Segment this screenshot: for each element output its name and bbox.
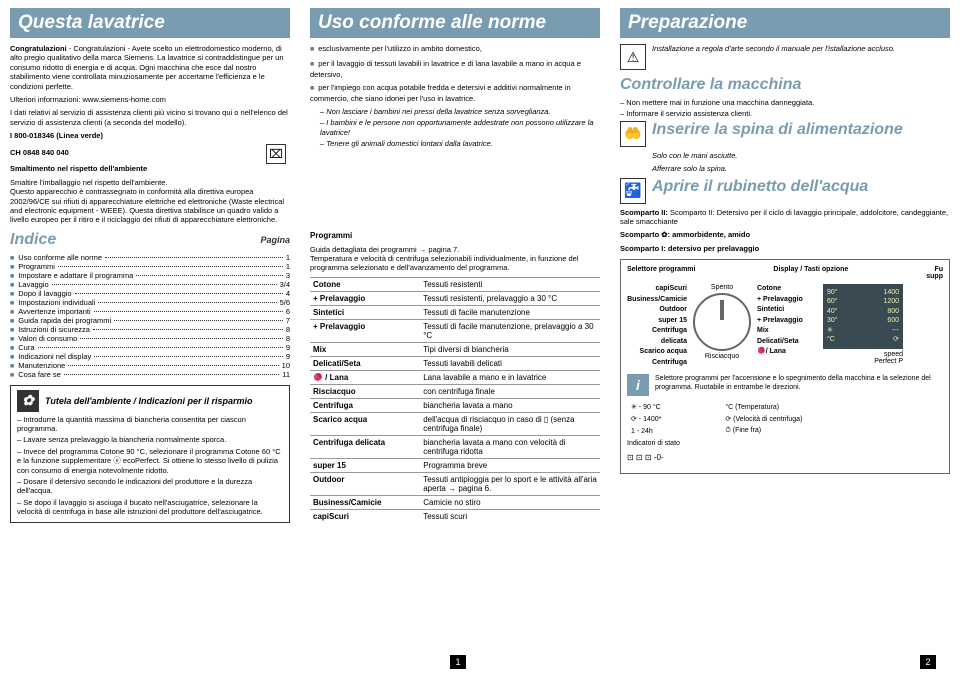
status-label: Indicatori di stato [627, 440, 943, 449]
fu-supp: Fu supp [926, 266, 943, 280]
program-dial[interactable] [693, 293, 751, 351]
eco-box: ✿ Tutela dell'ambiente / Indicazioni per… [10, 385, 290, 524]
toc-item: ■Uso conforme alle norme1 [10, 253, 290, 262]
comp-1: Scomparto I: detersivo per prelavaggio [620, 244, 950, 253]
toc-item: ■Cosa fare se11 [10, 370, 290, 379]
display-screen: 90°140060°120040°80030°600✳---°C⟳ [823, 284, 903, 349]
toc-item: ■Istruzioni di sicurezza8 [10, 325, 290, 334]
intro-text: Congratulazioni - Congratulazioni - Avet… [10, 44, 290, 91]
plug-note-2: Afferrare solo la spina. [652, 164, 950, 173]
plug-title: Inserire la spina di alimentazione [652, 121, 950, 139]
table-of-contents: ■Uso conforme alle norme1■Programmi1■Imp… [10, 253, 290, 379]
check-title: Controllare la macchina [620, 76, 950, 94]
toc-item: ■Avvertenze importanti6 [10, 307, 290, 316]
toc-item: ■Lavaggio3/4 [10, 280, 290, 289]
toc-item: ■Programmi1 [10, 262, 290, 271]
hands-icon: 🤲 [620, 121, 646, 147]
install-text: Installazione a regola d'arte secondo il… [652, 44, 895, 53]
toc-item: ■Impostare e adattare il programma3 [10, 271, 290, 280]
speed-perfect: speed Perfect P [823, 351, 903, 365]
programmi-heading: Programmi [310, 231, 600, 241]
comp-2: Scomparto II: Scomparto II: Detersivo pe… [620, 208, 950, 227]
dispose-text: Smaltire l'imballaggio nel rispetto dell… [10, 178, 290, 225]
toc-item: ■Manutenzione10 [10, 361, 290, 370]
control-panel: Selettore programmi Display / Tasti opzi… [620, 259, 950, 474]
eco-title: Tutela dell'ambiente / Indicazioni per i… [45, 396, 253, 406]
title-questa-lavatrice: Questa lavatrice [10, 8, 290, 38]
leaf-icon: ✿ [17, 390, 39, 412]
phone-i: I 800-018346 (Linea verde) [10, 131, 290, 140]
service-text: I dati relativi al servizio di assistenz… [10, 108, 290, 127]
dial-labels-right: Cotone+ PrelavaggioSintetici+ Prelavaggi… [757, 284, 817, 368]
check-list: Non mettere mai in funzione una macchina… [620, 98, 950, 119]
dispose-title: Smaltimento nel rispetto dell'ambiente [10, 164, 290, 173]
toc-item: ■Cura9 [10, 343, 290, 352]
selector-title: Selettore programmi [627, 266, 695, 280]
eco-list: Introdurre la quantità massima di bianch… [17, 415, 283, 517]
display-title: Display / Tasti opzione [773, 266, 848, 280]
programmi-intro: Guida dettagliata dei programmi → pagina… [310, 245, 600, 273]
toc-item: ■Guida rapida dei programmi7 [10, 316, 290, 325]
toc-item: ■Impostazioni individuali5/6 [10, 298, 290, 307]
page-number-1: 1 [450, 655, 466, 669]
selector-info: Selettore programmi per l'accensione e l… [655, 374, 943, 392]
dial-labels-left: capiScuriBusiness/CamicieOutdoorsuper 15… [627, 284, 687, 368]
warn-list: Non lasciare i bambini nei pressi della … [320, 107, 600, 149]
title-preparazione: Preparazione [620, 8, 950, 38]
phone-ch: CH 0848 840 040 [10, 148, 69, 157]
programmi-table: CotoneTessuti resistenti+ PrelavaggioTes… [310, 277, 600, 523]
index-title: Indice Pagina [10, 231, 290, 249]
more-info: Ulteriori informazioni: www.siemens-home… [10, 95, 290, 104]
tap-icon: 🚰 [620, 178, 646, 204]
info-icon: i [627, 374, 649, 396]
comp-soft: Scomparto ✿: ammorbidente, amido [620, 230, 950, 239]
dial-top-label: Spento [687, 284, 757, 291]
weee-icon: ⌧ [266, 144, 286, 164]
plug-note-1: Solo con le mani asciutte. [652, 151, 950, 160]
dial-bottom-label: Risciacquo [687, 353, 757, 360]
title-uso-conforme: Uso conforme alle norme [310, 8, 600, 38]
page-number-2: 2 [920, 655, 936, 669]
warning-icon: ⚠ [620, 44, 646, 70]
legend-table: ✳ - 90 °C°C (Temperatura)⟳ - 1400*⟳ (Vel… [627, 400, 943, 438]
water-title: Aprire il rubinetto dell'acqua [652, 178, 868, 196]
use-bullets: ■esclusivamente per l'utilizzo in ambito… [310, 44, 600, 103]
status-symbols: ⊡ ⊡ ⊡ -0- [627, 453, 943, 463]
toc-item: ■Valori di consumo8 [10, 334, 290, 343]
toc-item: ■Dopo il lavaggio4 [10, 289, 290, 298]
toc-item: ■Indicazioni nel display9 [10, 352, 290, 361]
